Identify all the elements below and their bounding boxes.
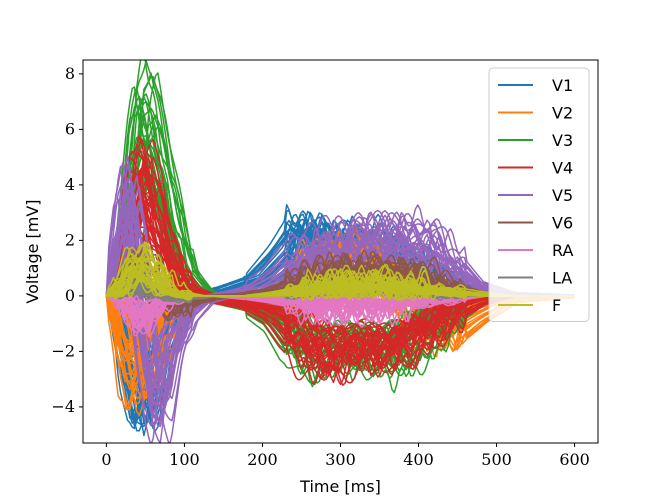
y-tick-label: 2 <box>65 230 75 249</box>
x-tick-label: 200 <box>247 450 278 469</box>
y-tick-label: 0 <box>65 286 75 305</box>
legend-label-v2: V2 <box>552 104 573 123</box>
x-tick-label: 600 <box>559 450 590 469</box>
x-tick-label: 500 <box>481 450 512 469</box>
legend-label-v1: V1 <box>552 76 573 95</box>
x-tick-label: 100 <box>169 450 200 469</box>
y-tick-label: 4 <box>65 175 75 194</box>
y-tick-label: −2 <box>51 341 75 360</box>
legend-label-f: F <box>552 296 561 315</box>
y-tick-label: 6 <box>65 119 75 138</box>
x-tick-label: 0 <box>101 450 111 469</box>
legend-label-v4: V4 <box>552 159 573 178</box>
legend-label-la: LA <box>552 269 572 288</box>
legend: V1 V2 V3 V4 V5 V6 RA LA F <box>488 67 590 322</box>
legend-label-v5: V5 <box>552 186 573 205</box>
x-tick-label: 400 <box>403 450 434 469</box>
legend-box <box>488 67 590 322</box>
x-tick-label: 300 <box>325 450 356 469</box>
y-tick-label: −4 <box>51 397 75 416</box>
x-axis: 0 100 200 300 400 500 600 <box>101 443 590 469</box>
y-axis-label: Voltage [mV] <box>23 199 42 303</box>
x-axis-label: Time [ms] <box>299 477 381 496</box>
legend-label-v6: V6 <box>552 214 573 233</box>
legend-label-v3: V3 <box>552 131 573 150</box>
y-axis: −4 −2 0 2 4 6 8 <box>51 64 83 416</box>
y-tick-label: 8 <box>65 64 75 83</box>
legend-label-ra: RA <box>552 241 573 260</box>
